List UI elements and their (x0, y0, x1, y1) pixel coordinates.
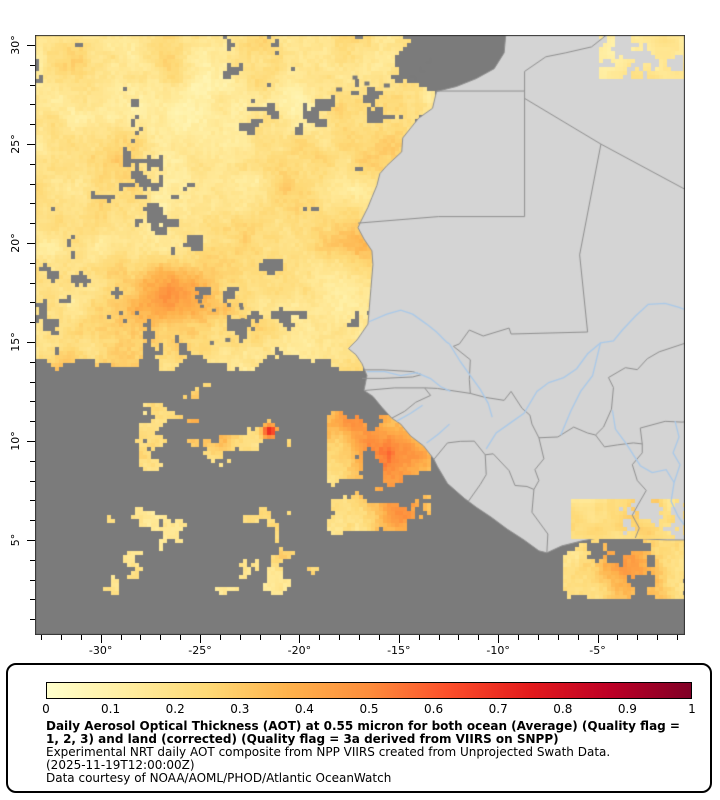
lon-axis-label: -10° (486, 644, 510, 657)
lon-minor-tick (41, 635, 42, 640)
legend-timestamp: (2025-11-19T12:00:00Z) (46, 758, 195, 772)
lon-axis-label: -25° (188, 644, 212, 657)
lon-minor-tick (60, 635, 62, 640)
lon-major-tick (597, 635, 599, 643)
lon-minor-tick (339, 635, 341, 640)
lon-minor-tick (657, 635, 659, 640)
lon-minor-tick (80, 635, 82, 640)
colorbar-tick-label: 0.8 (553, 702, 573, 716)
legend-credit: Data courtesy of NOAA/AOML/PHOD/Atlantic… (46, 771, 392, 785)
lon-minor-tick (478, 635, 480, 640)
lon-minor-tick (617, 635, 619, 640)
lon-major-tick (200, 635, 201, 643)
colorbar-tick-label: 0.5 (359, 702, 379, 716)
lat-axis-label: 15° (9, 332, 22, 352)
legend-text-block: Daily Aerosol Optical Thickness (AOT) at… (46, 720, 696, 785)
colorbar-tick-label: 0.7 (488, 702, 508, 716)
lon-minor-tick (160, 635, 162, 640)
colorbar-tick-label: 0.2 (165, 702, 185, 716)
lon-minor-tick (438, 635, 440, 640)
legend-title: Daily Aerosol Optical Thickness (AOT) at… (46, 719, 680, 746)
lon-minor-tick (577, 635, 579, 640)
lat-major-tick (27, 440, 35, 442)
lon-major-tick (498, 635, 500, 643)
lon-minor-tick (378, 635, 380, 640)
colorbar-tick-label: 0.4 (294, 702, 314, 716)
colorbar-tick-labels: 0 0.1 0.2 0.3 0.4 0.5 0.6 0.7 0.8 0.9 1 (42, 702, 696, 716)
lon-minor-tick (319, 635, 321, 640)
lat-major-tick (27, 341, 35, 343)
colorbar-tick-label: 0.1 (101, 702, 121, 716)
lon-major-tick (299, 635, 301, 643)
lon-minor-tick (537, 635, 539, 640)
lat-major-tick (27, 143, 35, 145)
lon-minor-tick (279, 635, 281, 640)
lon-minor-tick (458, 635, 460, 640)
lon-axis-label: -20° (287, 644, 312, 657)
lat-major-tick (27, 44, 35, 46)
lat-major-tick (27, 540, 35, 541)
colorbar-tick-label: 1 (688, 702, 696, 716)
lon-minor-tick (418, 635, 420, 640)
legend-panel: 0 0.1 0.2 0.3 0.4 0.5 0.6 0.7 0.8 0.9 1 Daily Aero… (6, 663, 712, 793)
colorbar-tick-label: 0.9 (617, 702, 637, 716)
colorbar-tick-label: 0 (42, 702, 50, 716)
lon-minor-tick (239, 635, 241, 640)
legend-subtitle: Experimental NRT daily AOT composite fro… (46, 745, 611, 759)
lon-minor-tick (518, 635, 519, 640)
lon-axis-label: -15° (387, 644, 411, 657)
lat-axis-label: 5° (9, 533, 22, 547)
lon-minor-tick (259, 635, 261, 640)
lon-minor-tick (557, 635, 559, 640)
lon-major-tick (398, 635, 400, 643)
lon-axis-label: -5° (589, 644, 606, 657)
lat-axis-label: 10° (9, 431, 22, 451)
lon-axis-label: -30° (88, 644, 113, 657)
lat-axis-label: 25° (9, 134, 22, 154)
lat-major-tick (27, 242, 35, 244)
map-plot (35, 35, 685, 635)
aot-map-canvas (35, 35, 685, 635)
lon-minor-tick (140, 635, 142, 640)
colorbar-tick-label: 0.6 (424, 702, 444, 716)
lon-minor-tick (359, 635, 360, 640)
lat-axis-label: 30° (9, 35, 22, 55)
lon-minor-tick (219, 635, 221, 640)
lon-minor-tick (180, 635, 182, 640)
lon-minor-tick (677, 635, 678, 640)
lon-major-tick (100, 635, 102, 643)
lon-minor-tick (637, 635, 639, 640)
lon-minor-tick (120, 635, 122, 640)
colorbar-tick-label: 0.3 (230, 702, 250, 716)
colorbar (46, 682, 692, 699)
lat-axis-label: 20° (9, 233, 22, 253)
